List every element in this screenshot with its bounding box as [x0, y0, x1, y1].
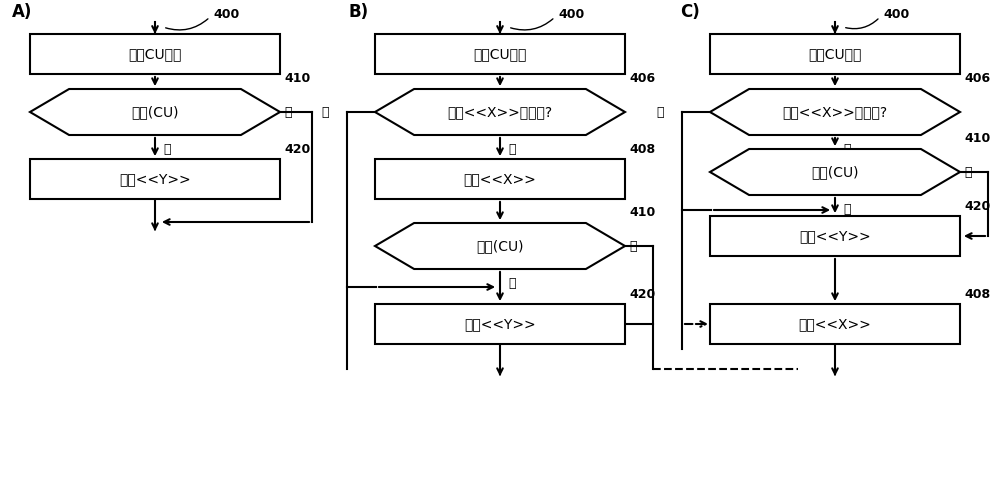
Text: 条件(CU): 条件(CU): [811, 165, 859, 179]
Polygon shape: [375, 89, 625, 135]
Text: 否: 否: [163, 143, 170, 156]
Text: 过程<<X>>: 过程<<X>>: [464, 172, 536, 186]
FancyBboxPatch shape: [30, 159, 280, 199]
Text: A): A): [12, 3, 32, 21]
FancyBboxPatch shape: [375, 304, 625, 344]
Text: 408: 408: [629, 143, 655, 156]
Text: 420: 420: [284, 143, 310, 156]
Text: 408: 408: [964, 288, 990, 301]
Text: 400: 400: [213, 9, 239, 21]
Polygon shape: [375, 223, 625, 269]
Text: 406: 406: [964, 72, 990, 85]
Text: 是: 是: [508, 143, 516, 156]
Text: 过程<<X>>被使用?: 过程<<X>>被使用?: [782, 105, 888, 119]
FancyBboxPatch shape: [375, 159, 625, 199]
FancyBboxPatch shape: [710, 304, 960, 344]
Text: 406: 406: [629, 72, 655, 85]
Text: 是: 是: [964, 166, 971, 179]
Text: 条件(CU): 条件(CU): [476, 239, 524, 253]
Text: 410: 410: [629, 206, 655, 219]
Text: 否: 否: [843, 203, 850, 216]
Text: 过程<<Y>>: 过程<<Y>>: [799, 229, 871, 243]
Text: 400: 400: [883, 9, 909, 21]
Text: 否: 否: [656, 106, 664, 119]
Text: 条件(CU): 条件(CU): [131, 105, 179, 119]
Text: 解码CU参数: 解码CU参数: [128, 47, 182, 61]
Text: 410: 410: [284, 72, 310, 85]
Text: 解码CU参数: 解码CU参数: [473, 47, 527, 61]
Text: C): C): [680, 3, 700, 21]
Text: 420: 420: [964, 200, 990, 213]
FancyBboxPatch shape: [375, 34, 625, 74]
Text: 是: 是: [843, 143, 850, 156]
FancyBboxPatch shape: [710, 34, 960, 74]
Text: 是: 是: [629, 240, 637, 253]
FancyBboxPatch shape: [710, 216, 960, 256]
Text: 420: 420: [629, 288, 655, 301]
Text: 过程<<X>>被使用?: 过程<<X>>被使用?: [447, 105, 553, 119]
FancyBboxPatch shape: [30, 34, 280, 74]
Text: 410: 410: [964, 132, 990, 145]
Text: 过程<<Y>>: 过程<<Y>>: [464, 317, 536, 331]
Text: 否: 否: [508, 277, 516, 290]
Polygon shape: [710, 89, 960, 135]
Polygon shape: [30, 89, 280, 135]
Text: 解码CU参数: 解码CU参数: [808, 47, 862, 61]
Text: B): B): [348, 3, 368, 21]
Text: 否: 否: [321, 106, 329, 119]
Text: 是: 是: [284, 106, 292, 119]
Text: 400: 400: [558, 9, 584, 21]
Text: 过程<<X>>: 过程<<X>>: [799, 317, 871, 331]
Text: 过程<<Y>>: 过程<<Y>>: [119, 172, 191, 186]
Polygon shape: [710, 149, 960, 195]
